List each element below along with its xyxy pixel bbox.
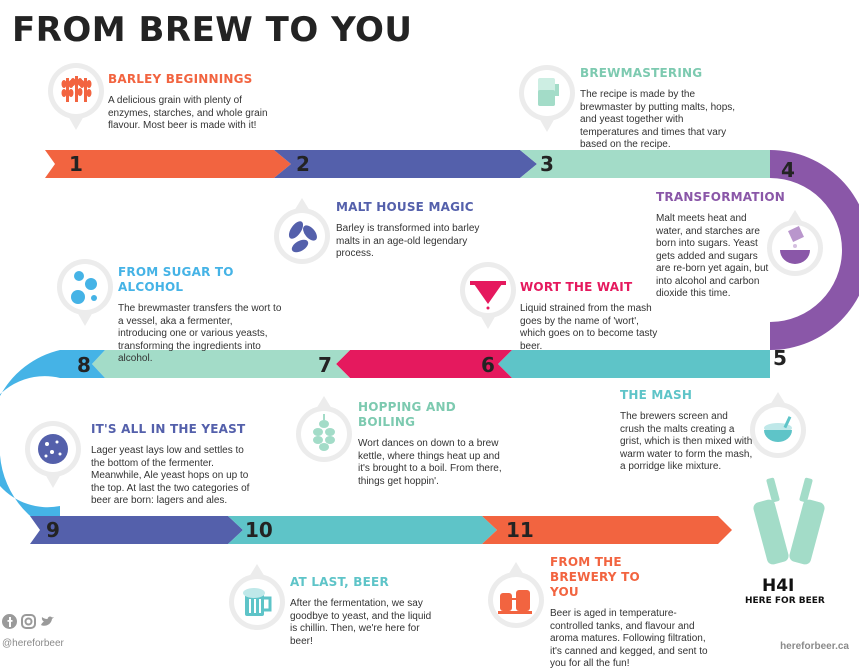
step-2: MALT HOUSE MAGIC Barley is transformed i… bbox=[336, 200, 501, 261]
arrow-step-3 bbox=[520, 150, 770, 178]
curve-step-8 bbox=[0, 350, 60, 486]
step-title: MALT HOUSE MAGIC bbox=[336, 200, 474, 214]
step-number-4: 4 bbox=[781, 158, 795, 182]
pin-step-10 bbox=[229, 564, 285, 630]
step-number-6: 6 bbox=[481, 353, 495, 377]
step-title: FROM THE BREWERY TO YOU bbox=[550, 555, 640, 599]
mixing-bowl-icon bbox=[780, 226, 810, 264]
step-title: WORT THE WAIT bbox=[520, 280, 633, 294]
social-handle[interactable]: @hereforbeer bbox=[2, 638, 64, 649]
step-title: AT LAST, BEER bbox=[290, 575, 389, 589]
website-link[interactable]: hereforbeer.ca bbox=[780, 641, 849, 652]
step-8: FROM SUGAR TO ALCOHOL The brewmaster tra… bbox=[118, 265, 283, 366]
step-text: A delicious grain with plenty of enzymes… bbox=[108, 95, 268, 131]
step-title: THE MASH bbox=[620, 388, 693, 402]
step-title: HOPPING AND BOILING bbox=[358, 400, 456, 429]
step-title: IT'S ALL IN THE YEAST bbox=[91, 422, 246, 436]
step-6: WORT THE WAIT Liquid strained from the m… bbox=[520, 280, 660, 353]
step-text: Beer is aged in temperature-controlled t… bbox=[550, 608, 708, 669]
step-number-10: 10 bbox=[245, 518, 273, 542]
arrow-step-10 bbox=[228, 516, 497, 544]
step-number-11: 11 bbox=[506, 518, 534, 542]
pin-step-7 bbox=[296, 396, 352, 462]
brand-tagline: HERE FOR BEER bbox=[745, 596, 825, 606]
yeast-icon bbox=[38, 434, 68, 464]
step-number-3: 3 bbox=[540, 152, 554, 176]
arrow-step-11 bbox=[482, 516, 732, 544]
step-5: THE MASH The brewers screen and crush th… bbox=[620, 388, 755, 474]
step-text: After the fermentation, we say goodbye t… bbox=[290, 598, 432, 647]
step-text: Malt meets heat and water, and starches … bbox=[656, 213, 769, 299]
step-7: HOPPING AND BOILING Wort dances on down … bbox=[358, 400, 508, 488]
step-3: BREWMASTERING The recipe is made by the … bbox=[580, 66, 740, 152]
hop-icon bbox=[313, 414, 335, 451]
arrow-step-6 bbox=[336, 350, 512, 378]
porridge-bowl-icon bbox=[764, 416, 792, 442]
pin-step-1 bbox=[48, 63, 104, 130]
pin-step-3 bbox=[519, 65, 575, 132]
step-title: BREWMASTERING bbox=[580, 66, 703, 80]
arrow-step-2 bbox=[274, 150, 537, 178]
pin-step-2 bbox=[274, 198, 330, 264]
arrow-step-1 bbox=[45, 150, 291, 178]
facebook-icon[interactable] bbox=[2, 614, 17, 629]
step-9: IT'S ALL IN THE YEAST Lager yeast lays l… bbox=[91, 422, 251, 508]
step-10: AT LAST, BEER After the fermentation, we… bbox=[290, 575, 440, 648]
page-title: FROM BREW TO YOU bbox=[12, 10, 413, 50]
step-number-8: 8 bbox=[77, 353, 91, 377]
step-number-2: 2 bbox=[296, 152, 310, 176]
step-title: TRANSFORMATION bbox=[656, 190, 786, 204]
step-number-9: 9 bbox=[46, 518, 60, 542]
curve-step-9-blue bbox=[0, 440, 60, 534]
step-text: The brewmaster transfers the wort to a v… bbox=[118, 303, 282, 364]
arrow-step-8 bbox=[60, 350, 105, 378]
step-text: Wort dances on down to a brew kettle, wh… bbox=[358, 438, 502, 487]
step-text: The brewers screen and crush the malts c… bbox=[620, 411, 753, 472]
instagram-icon[interactable] bbox=[21, 614, 36, 629]
malt-icon bbox=[288, 221, 317, 253]
arrow-step-7 bbox=[92, 350, 350, 378]
step-text: Barley is transformed into barley malts … bbox=[336, 223, 480, 259]
step-11: FROM THE BREWERY TO YOU Beer is aged in … bbox=[550, 555, 708, 671]
arrow-step-5 bbox=[498, 350, 770, 378]
beer-mug-icon bbox=[243, 588, 272, 616]
pin-step-5 bbox=[750, 392, 806, 458]
bubbles-icon bbox=[71, 271, 97, 304]
pin-step-8 bbox=[57, 259, 113, 326]
step-4: TRANSFORMATION Malt meets heat and water… bbox=[656, 190, 786, 301]
arrow-step-9 bbox=[30, 516, 243, 544]
pin-step-6 bbox=[460, 262, 516, 329]
step-title: FROM SUGAR TO ALCOHOL bbox=[118, 265, 234, 294]
pin-step-11 bbox=[488, 562, 544, 628]
measuring-cup-icon bbox=[538, 78, 559, 106]
barley-icon bbox=[61, 76, 92, 102]
twitter-icon[interactable] bbox=[40, 614, 55, 629]
step-text: The recipe is made by the brewmaster by … bbox=[580, 89, 736, 150]
curve-step-4 bbox=[770, 150, 859, 350]
step-text: Lager yeast lays low and settles to the … bbox=[91, 445, 250, 506]
step-number-5: 5 bbox=[773, 346, 787, 370]
step-number-1: 1 bbox=[69, 152, 83, 176]
brewery-tanks-icon bbox=[498, 590, 532, 614]
step-title: BARLEY BEGINNINGS bbox=[108, 72, 253, 86]
step-text: Liquid strained from the mash goes by th… bbox=[520, 303, 658, 352]
strainer-icon bbox=[470, 281, 506, 310]
step-1: BARLEY BEGINNINGS A delicious grain with… bbox=[108, 72, 268, 133]
pin-step-9 bbox=[25, 421, 81, 488]
pin-step-4 bbox=[767, 210, 823, 276]
brand-logo: H4I bbox=[762, 576, 795, 596]
bottles-icon bbox=[753, 477, 825, 565]
step-number-7: 7 bbox=[318, 353, 332, 377]
social-links bbox=[2, 614, 55, 629]
